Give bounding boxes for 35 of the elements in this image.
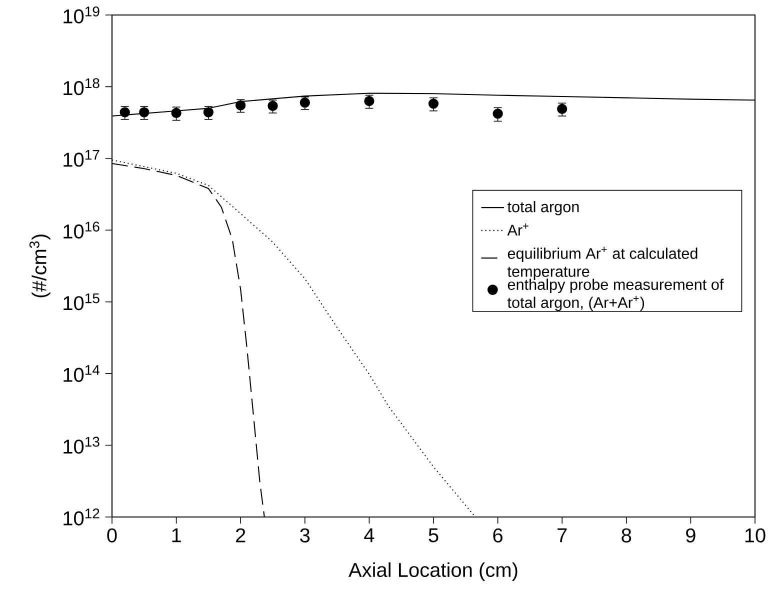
x-tick-label: 5	[428, 528, 438, 542]
x-tick-label: 4	[364, 528, 374, 542]
x-tick-label: 0	[107, 528, 117, 542]
y-axis-title: (#/cm$^{3}$)	[29, 234, 50, 298]
x-tick-label: 2	[236, 528, 246, 542]
x-tick-label: 8	[622, 528, 632, 542]
y-tick-label: 10$^{17}$	[64, 150, 100, 167]
y-tick-label: 10$^{16}$	[64, 222, 100, 239]
y-tick-label: 10$^{14}$	[64, 365, 100, 382]
point	[364, 96, 374, 106]
legend-label: enthalpy probe measurement of total argon, (Ar+Ar$^{+}$)	[507, 278, 724, 311]
point	[557, 104, 568, 114]
x-tick-label: 3	[300, 528, 310, 542]
point	[428, 98, 439, 109]
y-tick-label: 10$^{12}$	[64, 508, 100, 526]
point	[236, 100, 246, 110]
y-tick-label: 10$^{19}$	[64, 6, 100, 24]
y-tick-label: 10$^{13}$	[64, 436, 100, 454]
y-tick-label: 10$^{15}$	[64, 293, 100, 310]
point	[139, 107, 150, 118]
point	[171, 108, 182, 118]
x-tick-label: 9	[686, 528, 696, 542]
legend-label: Ar$^{+}$	[507, 223, 528, 236]
x-axis-title: Axial Location (cm)	[348, 562, 518, 581]
legend-label: total argon	[507, 201, 579, 216]
point	[120, 107, 130, 118]
text: equilibrium Ar$^{+}$ at calculated temperature	[507, 246, 698, 280]
x-tick-label: 7	[558, 528, 567, 542]
y-tick-label: 10$^{18}$	[64, 78, 100, 96]
point	[268, 100, 278, 111]
x-tick-label: 6	[493, 528, 502, 542]
point	[492, 108, 503, 119]
point	[203, 107, 214, 118]
x-tick-label: 10	[745, 528, 766, 542]
x-tick-label: 1	[172, 528, 181, 542]
